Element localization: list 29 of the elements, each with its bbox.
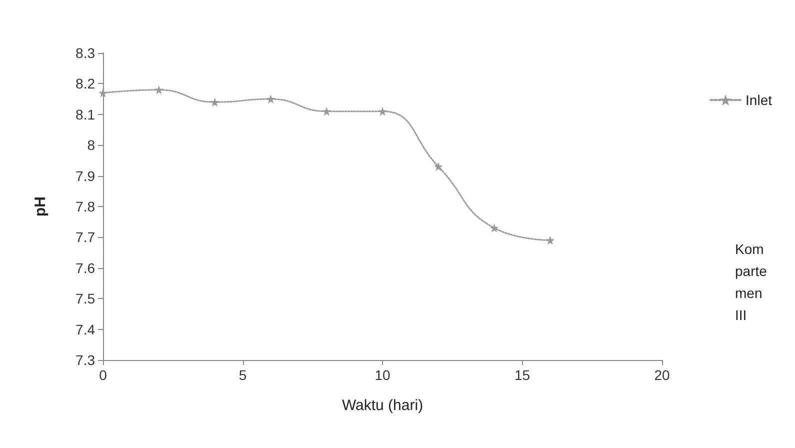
point	[490, 223, 499, 232]
point	[98, 88, 108, 98]
text: Kompartemen III	[735, 241, 768, 323]
point	[546, 236, 555, 245]
legend-label: Inlet	[746, 92, 772, 108]
y-tick-label: 8.2	[76, 76, 96, 92]
y-axis-title: pH	[32, 196, 49, 216]
y-tick-label: 8.3	[76, 45, 96, 61]
y-tick-label: 7.8	[76, 198, 96, 214]
y-tick-label: 7.5	[76, 290, 96, 307]
x-tick-label: 5	[238, 367, 247, 383]
x-axis-title: Waktu (hari)	[342, 397, 424, 414]
point	[266, 94, 276, 104]
x-tick-label: 20	[654, 367, 670, 383]
y-tick-label: 8.1	[76, 106, 96, 122]
y-tick-label: 7.4	[76, 321, 96, 338]
y-tick-label: 7.3	[76, 352, 96, 368]
x-tick-label: 15	[514, 367, 530, 383]
point	[210, 98, 220, 107]
x-tick-label: 0	[99, 367, 108, 383]
x-tick-label: 10	[374, 367, 390, 383]
point	[322, 106, 332, 116]
point	[434, 162, 443, 172]
point	[378, 106, 387, 116]
y-tick-label: 7.7	[76, 229, 96, 246]
y-tick-label: 7.6	[76, 260, 96, 276]
y-tick-label: 7.9	[76, 168, 96, 184]
point	[154, 85, 164, 94]
y-tick-label: 8	[87, 137, 96, 154]
